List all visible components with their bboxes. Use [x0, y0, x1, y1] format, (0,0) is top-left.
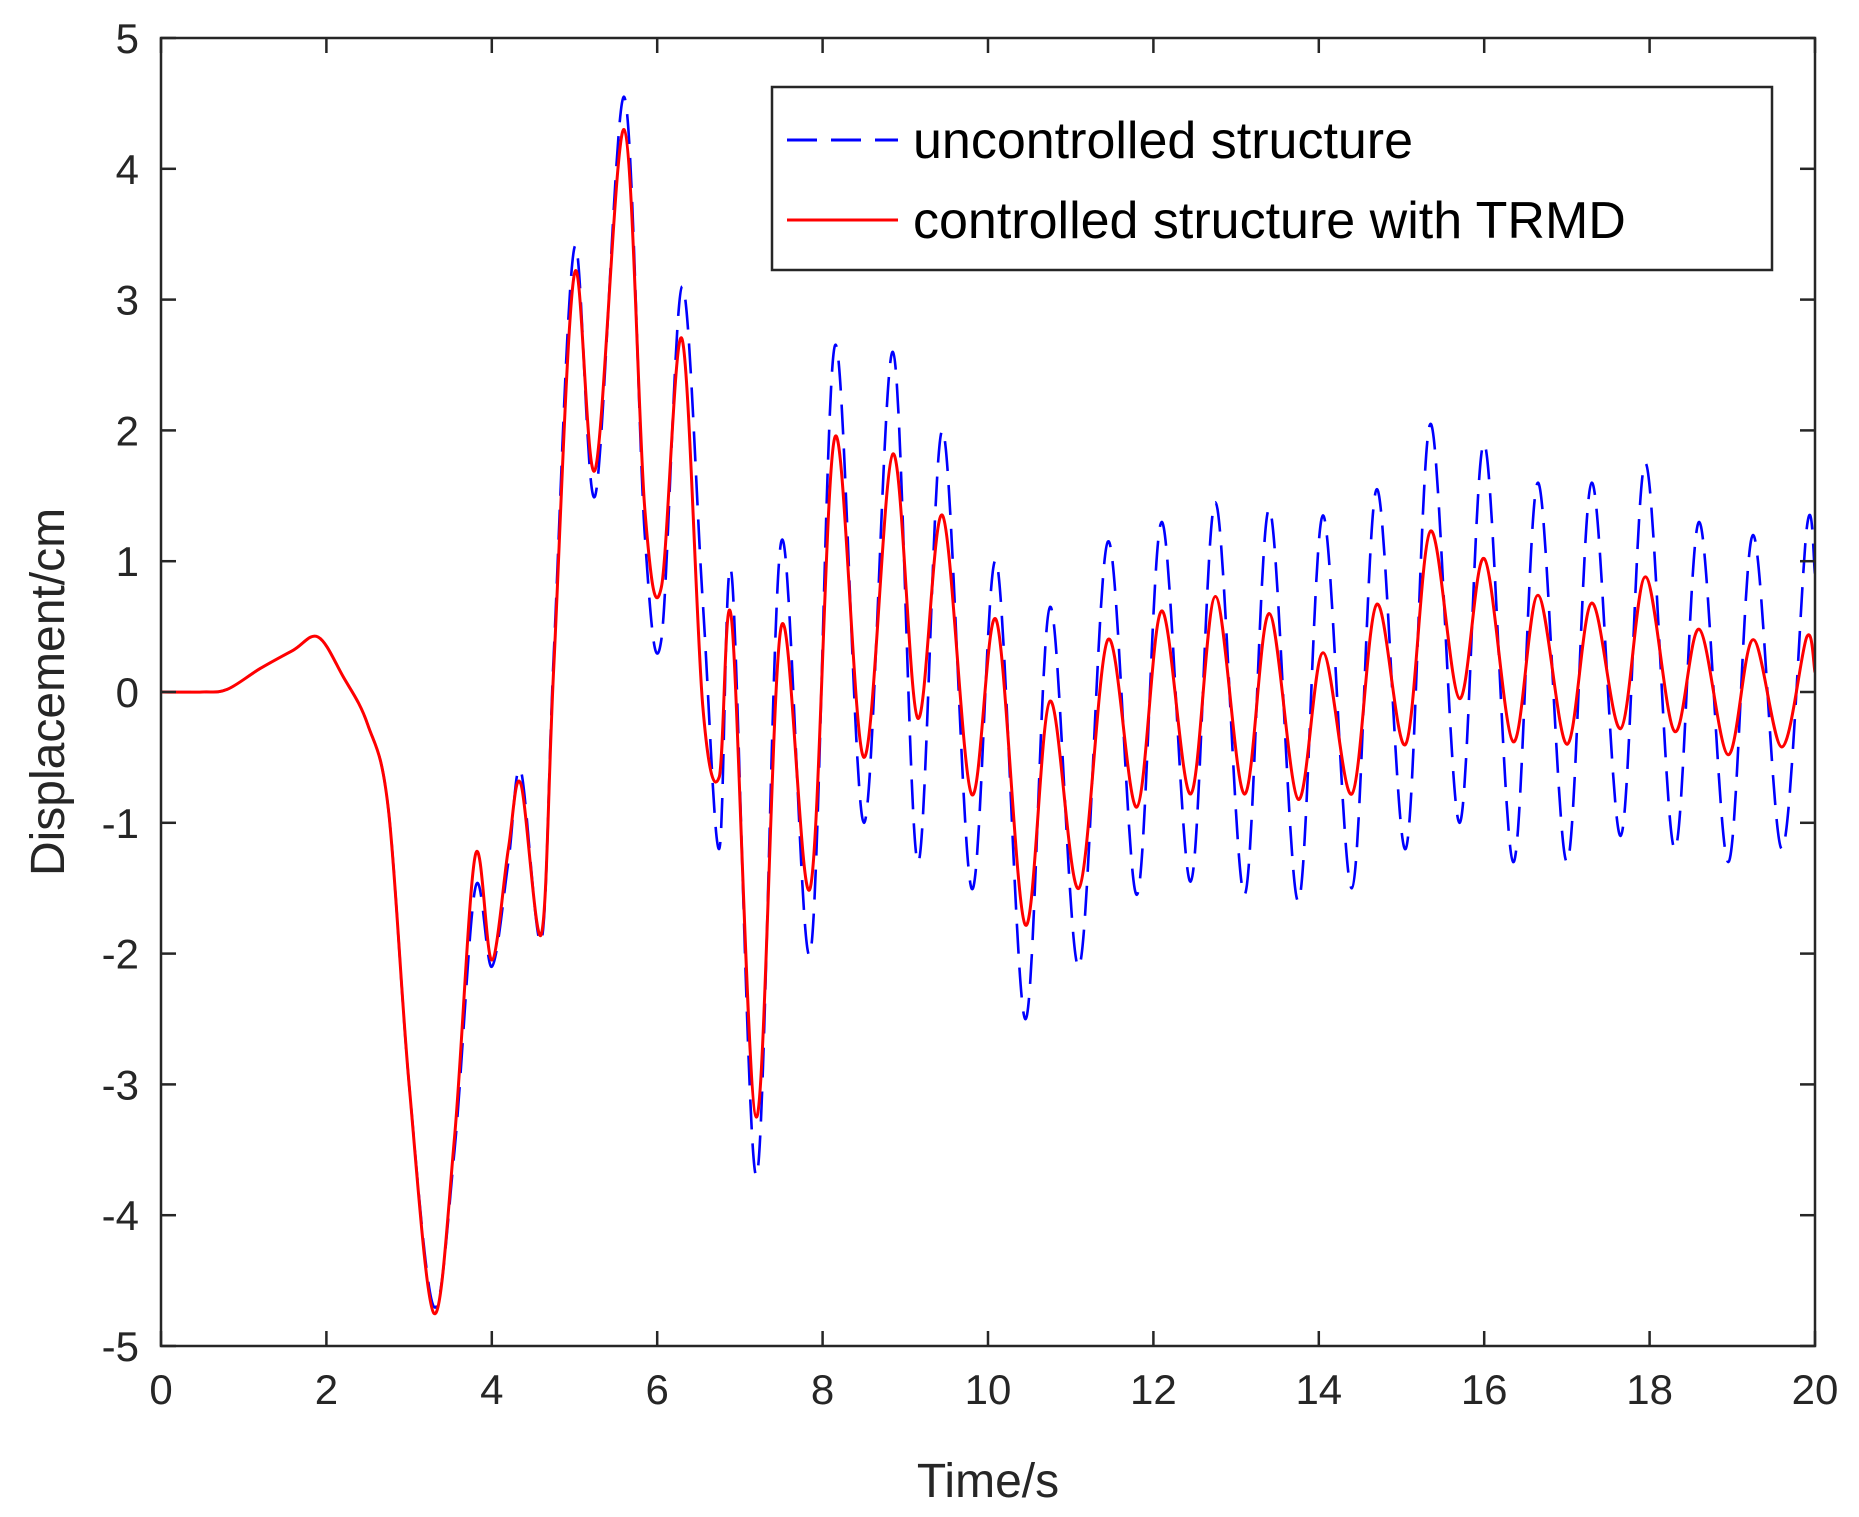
x-tick-label: 6: [646, 1366, 669, 1413]
series-line-uncontrolled: [161, 95, 1815, 1309]
x-tick-label: 18: [1626, 1366, 1673, 1413]
legend-box: [770, 85, 1774, 272]
y-tick-label: -5: [102, 1323, 139, 1370]
y-tick-label: 1: [116, 538, 139, 585]
y-tick-label: 2: [116, 407, 139, 454]
x-axis-title: Time/s: [917, 1455, 1059, 1508]
y-tick-label: 4: [116, 146, 139, 193]
y-tick-label: -3: [102, 1061, 139, 1108]
x-tick-label: 4: [480, 1366, 503, 1413]
y-tick-label: -2: [102, 931, 139, 978]
legend-label-controlled: controlled structure with TRMD: [913, 192, 1626, 250]
y-tick-label: 5: [116, 15, 139, 62]
legend-label-uncontrolled: uncontrolled structure: [913, 112, 1413, 170]
y-tick-label: -4: [102, 1192, 139, 1239]
x-tick-label: 2: [315, 1366, 338, 1413]
tick-layer: [159, 36, 1817, 1348]
x-tick-label: 16: [1461, 1366, 1508, 1413]
y-axis-title: Displacement/cm: [22, 508, 75, 876]
x-tick-label: 20: [1792, 1366, 1839, 1413]
x-tick-label: 12: [1130, 1366, 1177, 1413]
series-line-controlled: [161, 128, 1815, 1316]
y-tick-label: 0: [116, 669, 139, 716]
y-tick-label: 3: [116, 277, 139, 324]
x-tick-label: 14: [1295, 1366, 1342, 1413]
x-tick-label: 10: [965, 1366, 1012, 1413]
x-tick-label: 8: [811, 1366, 834, 1413]
legend: uncontrolled structure controlled struct…: [770, 85, 1774, 272]
series-layer: [161, 95, 1815, 1316]
y-tick-label: -1: [102, 800, 139, 847]
x-tick-label: 0: [149, 1366, 172, 1413]
